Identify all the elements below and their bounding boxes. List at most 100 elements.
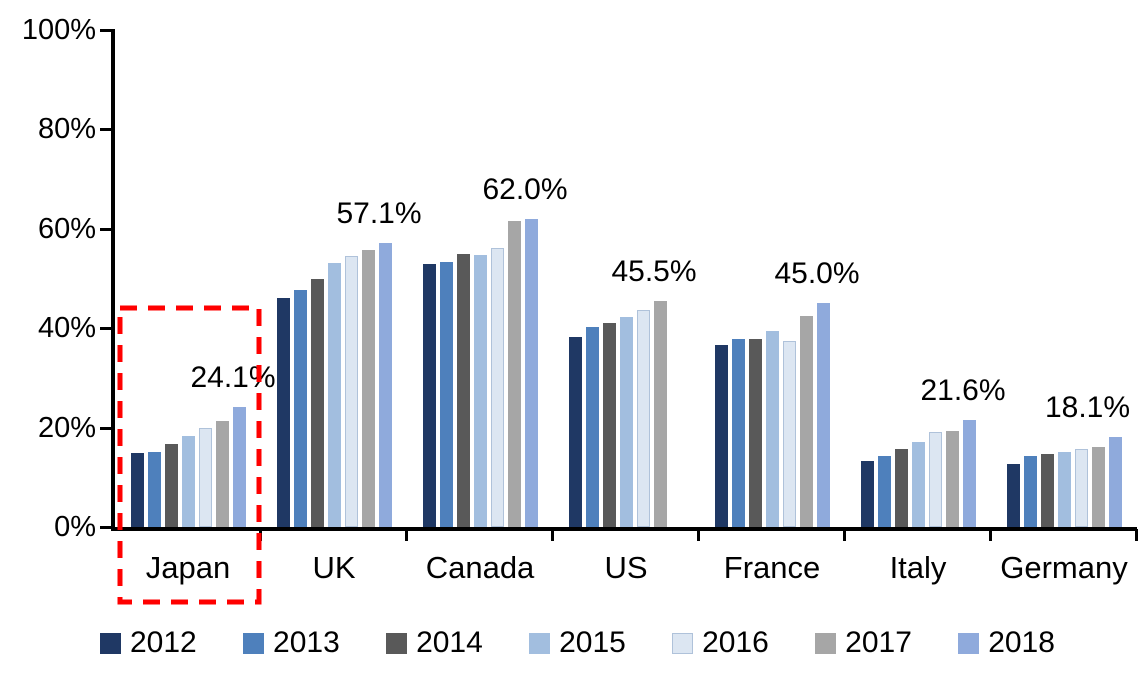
- data-label-uk: 57.1%: [336, 197, 422, 231]
- bar-italy-2014: [894, 449, 908, 527]
- x-tick-mark: [405, 529, 408, 541]
- bar-canada-2013: [439, 262, 453, 527]
- bar-japan-2018: [232, 407, 246, 527]
- data-label-germany: 18.1%: [1044, 391, 1131, 425]
- y-tick-label: 40%: [37, 312, 96, 345]
- bar-france-2017: [799, 316, 813, 527]
- x-tick-mark: [1135, 529, 1138, 541]
- legend-swatch-2014: [386, 632, 408, 654]
- x-axis-line: [111, 527, 1137, 531]
- bar-france-2016: [782, 340, 796, 527]
- y-tick-label: 80%: [37, 113, 96, 146]
- bar-germany-2018: [1108, 437, 1122, 527]
- bar-uk-2014: [310, 279, 324, 527]
- legend-swatch-2012: [100, 632, 121, 654]
- legend-item-2016: 2016: [672, 626, 769, 660]
- bar-japan-2016: [198, 427, 212, 527]
- data-label-canada: 62.0%: [482, 172, 568, 206]
- bar-uk-2015: [327, 262, 341, 527]
- legend-item-2015: 2015: [529, 626, 626, 660]
- bar-uk-2017: [361, 250, 375, 527]
- bar-italy-2017: [945, 430, 959, 527]
- x-tick-mark: [989, 529, 992, 541]
- bar-germany-2017: [1091, 447, 1105, 527]
- bar-japan-2013: [147, 452, 161, 527]
- category-label-uk: UK: [312, 550, 356, 585]
- bar-france-2015: [765, 330, 779, 527]
- y-tick-mark: [100, 526, 115, 529]
- legend-item-2018: 2018: [958, 626, 1055, 660]
- y-tick-mark: [100, 426, 115, 430]
- bar-japan-2014: [164, 443, 178, 527]
- bar-japan-2017: [215, 421, 229, 527]
- legend-label-2013: 2013: [273, 626, 340, 659]
- bar-uk-2013: [293, 290, 307, 527]
- bar-uk-2018: [378, 243, 392, 527]
- bar-germany-2013: [1023, 456, 1037, 527]
- y-tick-label: 0%: [54, 511, 96, 543]
- legend: 2012 2013 2014 2015 2016 2017 2018: [100, 626, 1055, 660]
- bar-us-2017: [653, 300, 667, 527]
- y-tick-mark: [100, 227, 115, 231]
- bar-germany-2015: [1057, 452, 1071, 527]
- x-tick-mark: [843, 529, 846, 541]
- bar-italy-2018: [962, 419, 976, 527]
- data-label-france: 45.0%: [774, 257, 860, 291]
- legend-item-2017: 2017: [815, 626, 912, 660]
- bar-japan-2015: [181, 436, 195, 527]
- bar-us-2013: [585, 327, 599, 527]
- bar-germany-2012: [1006, 463, 1020, 527]
- bar-canada-2015: [473, 254, 487, 527]
- legend-label-2017: 2017: [845, 626, 912, 659]
- bar-us-2016: [636, 309, 650, 527]
- bar-germany-2016: [1074, 449, 1088, 527]
- bar-canada-2016: [490, 247, 504, 527]
- bar-canada-2012: [422, 264, 436, 527]
- legend-item-2013: 2013: [243, 626, 340, 660]
- legend-swatch-2018: [958, 632, 980, 654]
- x-tick-mark: [259, 529, 262, 541]
- legend-label-2015: 2015: [559, 626, 626, 659]
- legend-label-2012: 2012: [130, 626, 197, 659]
- y-tick-label: 20%: [37, 411, 96, 444]
- legend-swatch-2013: [243, 632, 265, 654]
- y-tick-mark: [100, 29, 115, 32]
- bar-uk-2012: [276, 298, 290, 527]
- x-tick-mark: [697, 529, 700, 541]
- data-label-italy: 21.6%: [920, 373, 1006, 407]
- data-label-us: 45.5%: [611, 254, 697, 288]
- y-tick-mark: [100, 327, 115, 331]
- bar-france-2014: [748, 339, 762, 527]
- legend-item-2014: 2014: [386, 626, 483, 660]
- bar-italy-2015: [911, 442, 925, 527]
- bar-italy-2012: [860, 460, 874, 527]
- category-label-france: France: [723, 550, 821, 585]
- legend-swatch-2017: [815, 632, 837, 654]
- legend-item-2012: 2012: [100, 626, 197, 660]
- legend-swatch-2016: [672, 632, 694, 654]
- bar-france-2012: [714, 344, 728, 527]
- bar-canada-2017: [507, 221, 521, 527]
- bar-france-2013: [731, 339, 745, 527]
- category-label-italy: Italy: [889, 550, 947, 585]
- bar-us-2014: [602, 323, 616, 527]
- bar-uk-2016: [344, 255, 358, 527]
- category-label-us: US: [604, 550, 648, 585]
- x-tick-mark: [551, 529, 554, 541]
- bar-us-2012: [568, 336, 582, 527]
- y-tick-mark: [100, 128, 115, 132]
- bar-italy-2016: [928, 431, 942, 527]
- legend-swatch-2015: [529, 632, 551, 654]
- category-label-japan: Japan: [145, 550, 231, 585]
- y-tick-label: 60%: [37, 212, 96, 245]
- bar-canada-2018: [524, 218, 538, 527]
- bar-germany-2014: [1040, 454, 1054, 527]
- bar-us-2015: [619, 317, 633, 527]
- legend-label-2014: 2014: [416, 626, 483, 659]
- bar-japan-2012: [130, 453, 144, 527]
- category-label-germany: Germany: [1000, 550, 1128, 585]
- data-label-japan: 24.1%: [190, 361, 276, 395]
- bar-france-2018: [816, 303, 830, 527]
- bar-italy-2013: [877, 455, 891, 527]
